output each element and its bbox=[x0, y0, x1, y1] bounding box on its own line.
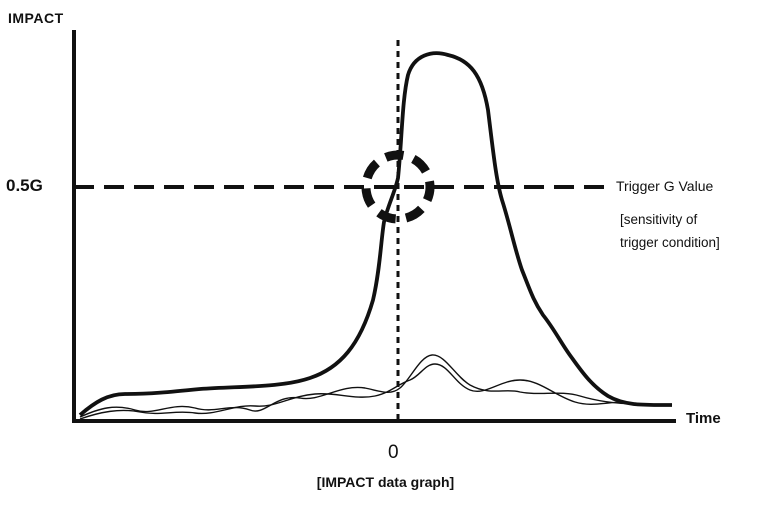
impact-curve bbox=[78, 51, 673, 417]
x-zero-label: 0 bbox=[388, 442, 399, 463]
signal-trace-secondary-2 bbox=[79, 363, 673, 420]
trigger-g-value-label: Trigger G Value bbox=[616, 178, 714, 194]
signal-trace-secondary-1 bbox=[79, 354, 673, 418]
trigger-point-marker bbox=[361, 150, 435, 224]
trigger-sensitivity-note: [sensitivity of trigger condition] bbox=[620, 212, 720, 250]
graph-caption: [IMPACT data graph] bbox=[316, 474, 455, 490]
y-axis-title: IMPACT bbox=[8, 10, 64, 26]
threshold-value-label: 0.5G bbox=[6, 176, 43, 195]
x-axis-title: Time bbox=[686, 410, 721, 427]
